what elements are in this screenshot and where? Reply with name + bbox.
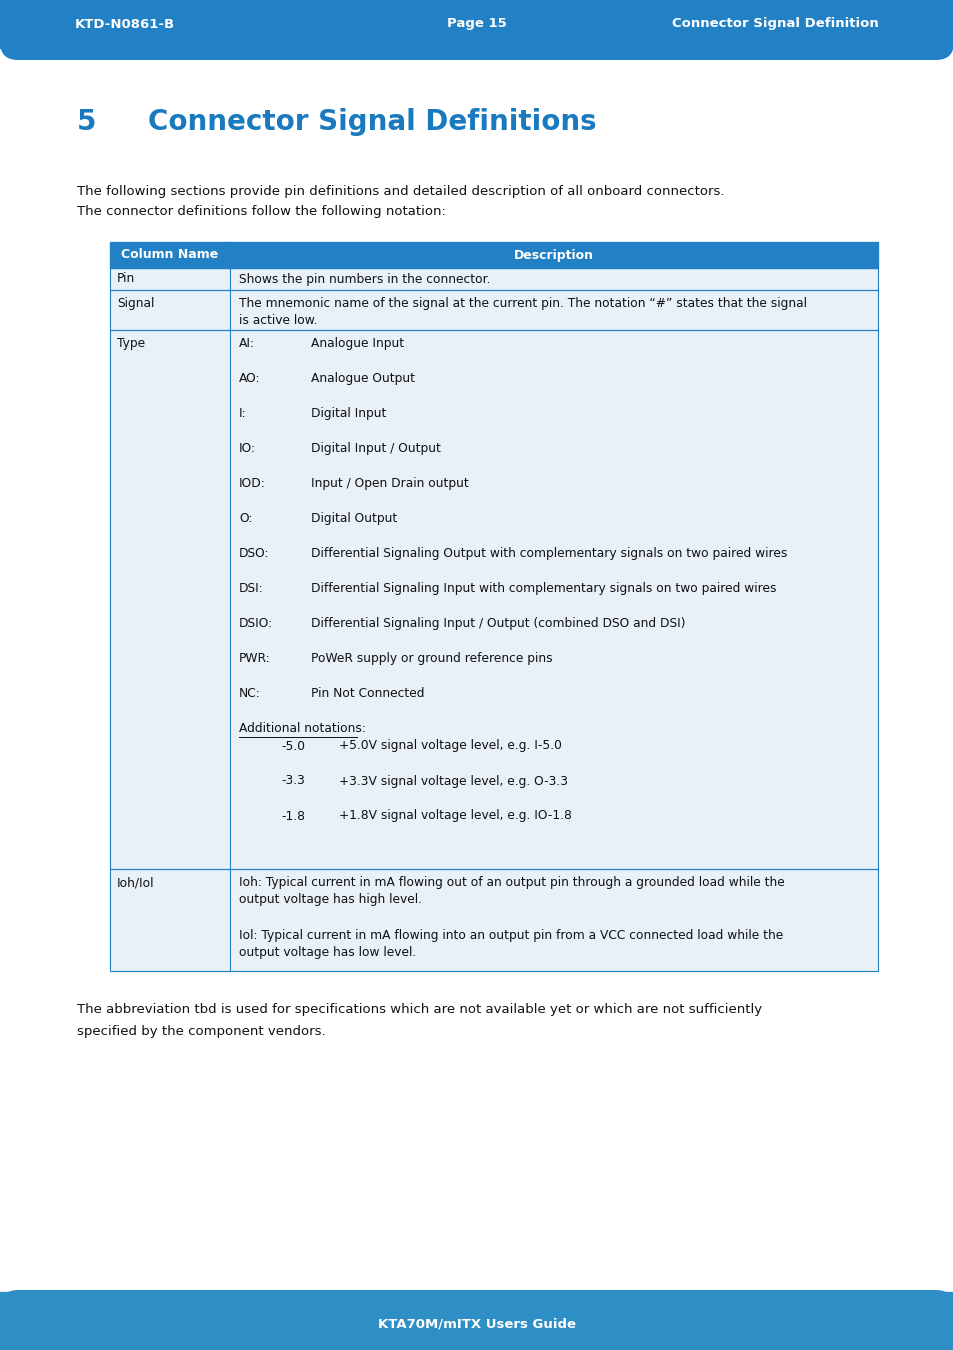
Text: Digital Output: Digital Output — [311, 512, 396, 525]
Text: Ioh: Typical current in mA flowing out of an output pin through a grounded load : Ioh: Typical current in mA flowing out o… — [239, 876, 784, 890]
Text: is active low.: is active low. — [239, 315, 317, 328]
Text: -1.8: -1.8 — [281, 810, 305, 822]
Text: The following sections provide pin definitions and detailed description of all o: The following sections provide pin defin… — [77, 185, 723, 198]
Text: I:: I: — [239, 406, 247, 420]
Bar — [110, 290, 877, 329]
Text: Differential Signaling Input with complementary signals on two paired wires: Differential Signaling Input with comple… — [311, 582, 776, 595]
Bar — [110, 290, 877, 329]
Text: +5.0V signal voltage level, e.g. I-5.0: +5.0V signal voltage level, e.g. I-5.0 — [338, 740, 561, 752]
Text: Column Name: Column Name — [121, 248, 218, 262]
Text: specified by the component vendors.: specified by the component vendors. — [77, 1025, 325, 1038]
Bar — [0, 0, 953, 49]
Bar — [110, 329, 877, 869]
Text: Ioh/Iol: Ioh/Iol — [117, 876, 154, 890]
Text: AO:: AO: — [239, 373, 260, 385]
Text: Differential Signaling Input / Output (combined DSO and DSI): Differential Signaling Input / Output (c… — [311, 617, 685, 630]
Text: Connector Signal Definitions: Connector Signal Definitions — [148, 108, 596, 136]
Text: -5.0: -5.0 — [281, 740, 305, 752]
Text: The connector definitions follow the following notation:: The connector definitions follow the fol… — [77, 205, 445, 217]
Text: Pin Not Connected: Pin Not Connected — [311, 687, 424, 701]
Bar — [110, 269, 877, 290]
Text: Analogue Output: Analogue Output — [311, 373, 415, 385]
Text: Page 15: Page 15 — [447, 18, 506, 31]
Text: Pin: Pin — [117, 273, 135, 285]
Text: Iol: Typical current in mA flowing into an output pin from a VCC connected load : Iol: Typical current in mA flowing into … — [239, 929, 782, 941]
Text: Connector Signal Definition: Connector Signal Definition — [672, 18, 878, 31]
Text: KTA70M/mITX Users Guide: KTA70M/mITX Users Guide — [377, 1318, 576, 1331]
Text: +1.8V signal voltage level, e.g. IO-1.8: +1.8V signal voltage level, e.g. IO-1.8 — [338, 810, 571, 822]
Bar — [110, 242, 877, 269]
Text: PoWeR supply or ground reference pins: PoWeR supply or ground reference pins — [311, 652, 552, 666]
Text: The abbreviation tbd is used for specifications which are not available yet or w: The abbreviation tbd is used for specifi… — [77, 1003, 761, 1015]
Text: Differential Signaling Output with complementary signals on two paired wires: Differential Signaling Output with compl… — [311, 547, 786, 560]
Text: DSIO:: DSIO: — [239, 617, 273, 630]
Text: 5: 5 — [77, 108, 96, 136]
Text: output voltage has high level.: output voltage has high level. — [239, 894, 421, 906]
Text: Type: Type — [117, 338, 145, 350]
Text: +3.3V signal voltage level, e.g. O-3.3: +3.3V signal voltage level, e.g. O-3.3 — [338, 775, 567, 787]
FancyBboxPatch shape — [0, 0, 953, 59]
Text: IOD:: IOD: — [239, 477, 266, 490]
Text: Analogue Input: Analogue Input — [311, 338, 404, 350]
Bar — [110, 329, 877, 869]
Bar — [110, 869, 877, 971]
FancyBboxPatch shape — [0, 1291, 953, 1350]
Bar — [0, 1292, 953, 1350]
Text: DSI:: DSI: — [239, 582, 263, 595]
Text: The mnemonic name of the signal at the current pin. The notation “#” states that: The mnemonic name of the signal at the c… — [239, 297, 806, 310]
Text: AI:: AI: — [239, 338, 254, 350]
Text: Digital Input: Digital Input — [311, 406, 386, 420]
Text: Digital Input / Output: Digital Input / Output — [311, 441, 440, 455]
Text: Shows the pin numbers in the connector.: Shows the pin numbers in the connector. — [239, 273, 490, 285]
Text: PWR:: PWR: — [239, 652, 271, 666]
Text: O:: O: — [239, 512, 253, 525]
Text: Signal: Signal — [117, 297, 154, 310]
Bar — [110, 269, 877, 290]
Text: output voltage has low level.: output voltage has low level. — [239, 946, 416, 958]
Text: NC:: NC: — [239, 687, 260, 701]
Text: IO:: IO: — [239, 441, 255, 455]
Text: -3.3: -3.3 — [281, 775, 305, 787]
Text: DSO:: DSO: — [239, 547, 269, 560]
Text: KTD-N0861-B: KTD-N0861-B — [75, 18, 175, 31]
Bar — [110, 869, 877, 971]
Text: Additional notations:: Additional notations: — [239, 722, 366, 734]
Text: Description: Description — [514, 248, 594, 262]
Text: Input / Open Drain output: Input / Open Drain output — [311, 477, 468, 490]
